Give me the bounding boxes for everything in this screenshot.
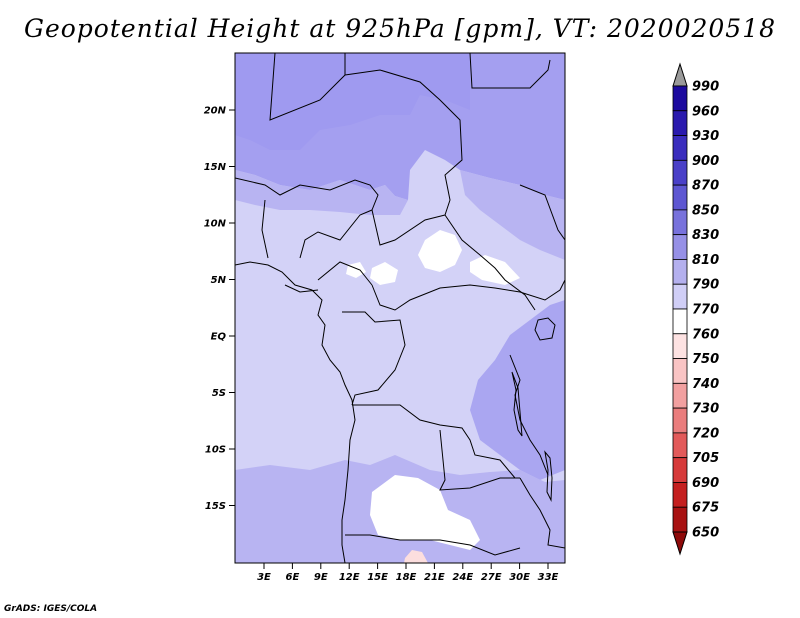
colorbar-label: 730 xyxy=(692,402,719,417)
border-sahara-1 xyxy=(269,53,346,121)
longitude-axis: 3E 6E 9E 12E 15E 18E 21E 24E 27E 30E 33E xyxy=(257,563,559,583)
colorbar-label: 810 xyxy=(692,253,719,268)
contour-770-white-patch-1 xyxy=(418,230,462,272)
colorbar-label: 990 xyxy=(692,80,719,95)
colorbar-segment xyxy=(672,283,688,310)
lon-label: 21E xyxy=(424,572,445,583)
contour-760-south-pink xyxy=(404,550,428,563)
lat-label: 15S xyxy=(205,501,226,512)
border-sahara-3 xyxy=(469,53,551,89)
lon-label: 15E xyxy=(367,572,388,583)
border-east-1 xyxy=(519,279,565,301)
contour-790-north-lighter xyxy=(235,170,408,215)
gulf-of-guinea-coast xyxy=(284,284,319,293)
colorbar: 990 960 930 900 870 850 830 810 790 770 760 750 740 7… xyxy=(672,62,719,556)
border-sahel-1 xyxy=(235,177,379,211)
colorbar-bottom-arrow xyxy=(672,531,688,556)
colorbar-segment xyxy=(672,85,688,112)
colorbar-label: 930 xyxy=(692,129,719,144)
lat-label: 10N xyxy=(204,219,227,230)
border-nigeria xyxy=(261,199,446,259)
grads-credit: GrADS: IGES/COLA xyxy=(4,604,98,614)
lat-label: 15N xyxy=(204,162,227,173)
lon-label: 3E xyxy=(257,572,271,583)
border-east-2 xyxy=(509,354,549,476)
colorbar-segment xyxy=(672,110,688,136)
border-south-east xyxy=(519,477,565,549)
border-chad-car xyxy=(444,214,536,311)
lat-label: EQ xyxy=(211,332,227,343)
colorbar-label: 740 xyxy=(692,377,719,392)
colorbar-segment xyxy=(672,382,688,409)
colorbar-label: 650 xyxy=(692,526,719,541)
colorbar-segment xyxy=(672,407,688,434)
colorbar-segment xyxy=(672,159,688,186)
colorbar-segment xyxy=(672,333,688,359)
lon-label: 30E xyxy=(509,572,530,583)
colorbar-segment xyxy=(672,358,688,384)
colorbar-label: 790 xyxy=(692,278,719,293)
lon-label: 6E xyxy=(286,572,300,583)
border-ethiopia xyxy=(519,184,565,241)
border-angola-namibia xyxy=(345,534,521,556)
lon-label: 33E xyxy=(538,572,559,583)
latitude-axis: 20N 15N 10N 5N EQ 5S 10S 15S xyxy=(204,106,235,512)
lake-tanganyika xyxy=(511,371,523,437)
lat-label: 5N xyxy=(211,275,227,286)
colorbar-segment xyxy=(672,506,688,533)
border-congo xyxy=(342,311,406,406)
contour-770-south-white xyxy=(370,475,480,550)
colorbar-label: 770 xyxy=(692,303,719,318)
colorbar-segment xyxy=(672,482,688,508)
map-frame xyxy=(234,52,566,564)
colorbar-label: 960 xyxy=(692,104,719,119)
border-cameroon xyxy=(317,261,373,286)
map-title: Geopotential Height at 925hPa [gpm], VT:… xyxy=(23,14,777,43)
colorbar-top-arrow xyxy=(672,62,688,87)
colorbar-label: 900 xyxy=(692,154,719,169)
lon-label: 24E xyxy=(452,572,473,583)
contour-810-northwest xyxy=(235,53,470,150)
colorbar-label: 830 xyxy=(692,228,719,243)
contour-770-white-patch-3 xyxy=(470,255,520,285)
border-car-south xyxy=(371,284,521,311)
lon-label: 12E xyxy=(339,572,360,583)
lat-label: 5S xyxy=(212,388,226,399)
lon-label: 9E xyxy=(314,572,328,583)
colorbar-label: 675 xyxy=(692,501,719,516)
lon-label: 27E xyxy=(481,572,502,583)
colorbar-segment xyxy=(672,259,688,285)
colorbar-segment xyxy=(672,308,688,335)
colorbar-label: 750 xyxy=(692,352,719,367)
border-drc-angola xyxy=(352,404,516,479)
lake-malawi xyxy=(544,450,553,502)
lon-label: 18E xyxy=(396,572,417,583)
height-field xyxy=(235,53,565,563)
colorbar-label: 760 xyxy=(692,327,719,342)
lat-label: 20N xyxy=(204,106,227,117)
colorbar-label: 690 xyxy=(692,476,719,491)
border-zambia xyxy=(439,429,520,491)
colorbar-segment xyxy=(672,432,688,459)
colorbar-segment xyxy=(672,135,688,161)
colorbar-label: 720 xyxy=(692,426,719,441)
colorbar-label: 705 xyxy=(692,451,719,466)
lat-label: 10S xyxy=(205,445,226,456)
borders xyxy=(235,53,565,563)
border-sahara-2 xyxy=(344,69,463,216)
colorbar-label: 850 xyxy=(692,203,719,218)
coastline-west xyxy=(235,261,356,563)
colorbar-segment xyxy=(672,184,688,211)
contour-770-white-patch-2 xyxy=(370,262,398,285)
colorbar-segment xyxy=(672,209,688,236)
contour-800-east xyxy=(470,300,565,480)
colorbar-segment xyxy=(672,457,688,483)
lake-victoria xyxy=(534,317,556,341)
colorbar-segment xyxy=(672,234,688,260)
colorbar-label: 870 xyxy=(692,179,719,194)
